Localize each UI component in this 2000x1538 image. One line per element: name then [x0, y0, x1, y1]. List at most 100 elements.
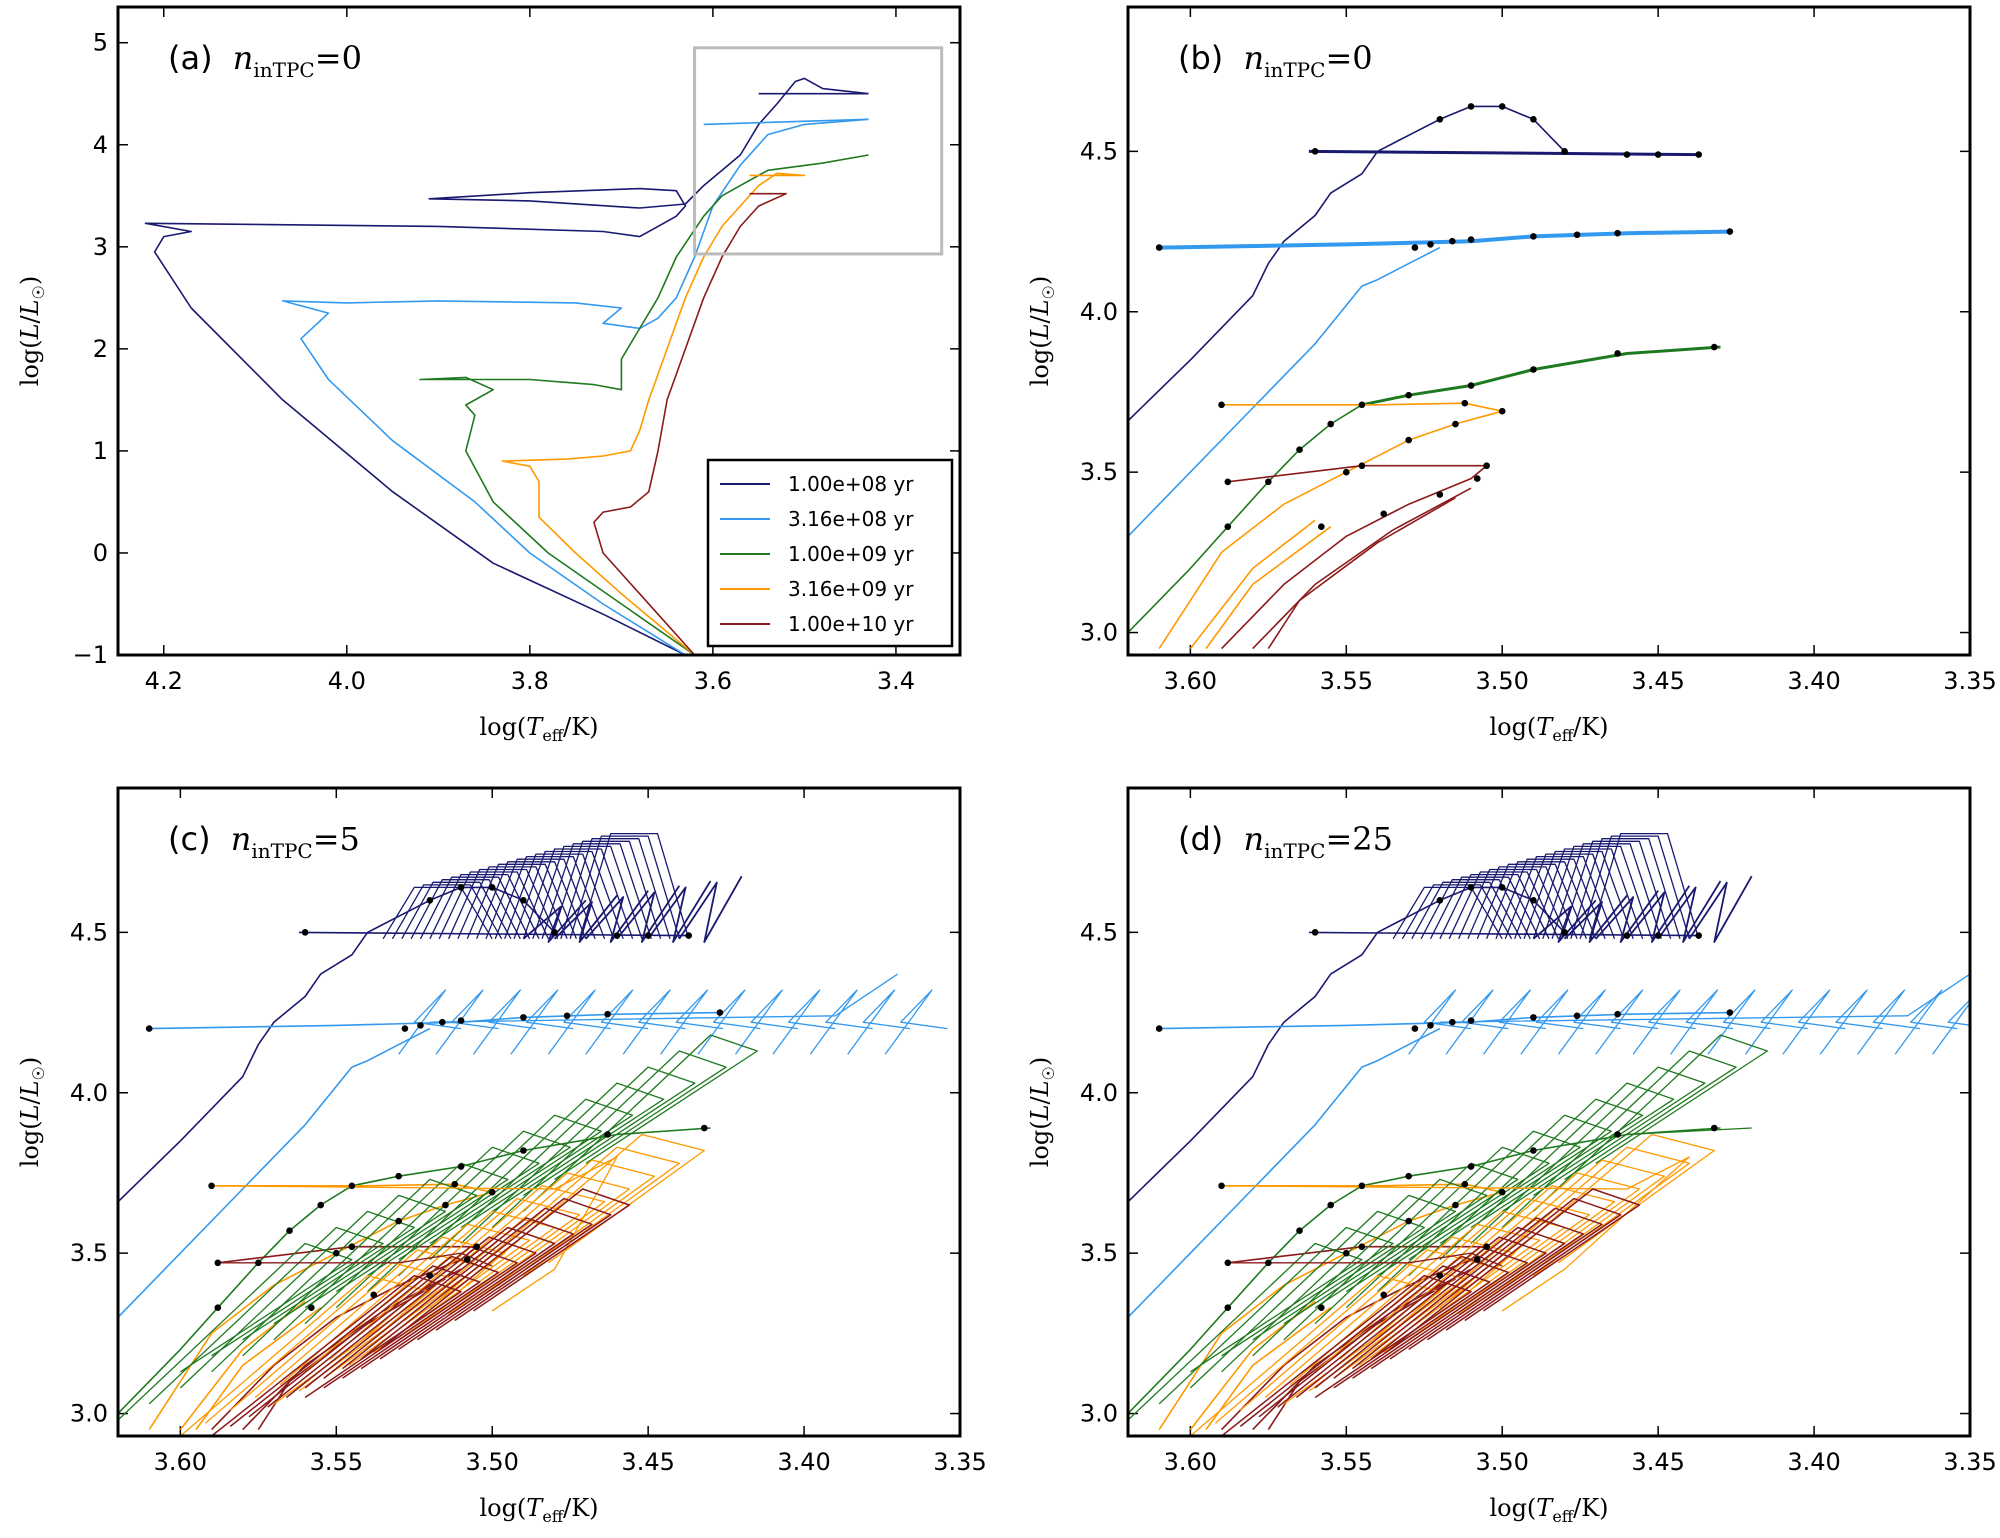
- track-line: [485, 858, 596, 940]
- model-dot: [1461, 1180, 1469, 1188]
- model-dot: [370, 1291, 378, 1299]
- model-dot: [1427, 241, 1434, 248]
- model-dot: [1342, 1249, 1350, 1257]
- y-tick-label: 3.5: [1080, 458, 1118, 486]
- track-line: [367, 1114, 603, 1293]
- track-line: [553, 894, 618, 943]
- model-dot: [1327, 420, 1335, 428]
- track-line: [1439, 1082, 1675, 1261]
- model-dot: [1224, 1304, 1232, 1311]
- track-line: [1370, 1197, 1622, 1360]
- track-line: [1744, 989, 1808, 1055]
- track-line: [616, 1127, 711, 1136]
- track-line: [273, 1162, 509, 1341]
- track-line: [578, 832, 690, 939]
- model-dot: [1726, 228, 1734, 235]
- track-line: [494, 855, 606, 940]
- track-line: [1857, 989, 1921, 1055]
- model-dot: [1695, 932, 1702, 939]
- y-tick-label: 4.0: [70, 1079, 108, 1107]
- model-dot: [1224, 478, 1232, 486]
- y-tick-label: 4.0: [1080, 1079, 1118, 1107]
- model-dot: [1473, 1256, 1481, 1263]
- track-line: [1408, 989, 1472, 1055]
- track-line: [1283, 1162, 1519, 1341]
- model-dot: [1358, 401, 1366, 409]
- track-line: [1128, 246, 1441, 537]
- model-dot: [1296, 446, 1303, 453]
- model-dot: [1573, 231, 1581, 239]
- model-dot: [1614, 229, 1621, 237]
- track-line: [678, 875, 743, 943]
- track-line: [647, 880, 712, 943]
- y-tick-label: 3.0: [70, 1400, 108, 1428]
- model-dot: [1530, 1147, 1537, 1154]
- track-line: [1159, 229, 1730, 250]
- model-dot: [1224, 1259, 1232, 1267]
- x-tick-label: 3.50: [1476, 667, 1529, 695]
- track-line: [195, 1307, 322, 1431]
- y-tick-label: 4.5: [1080, 137, 1118, 165]
- model-dot: [463, 1256, 471, 1263]
- model-dot: [1296, 1227, 1303, 1234]
- model-dot: [417, 1022, 424, 1029]
- track-line: [1551, 843, 1662, 940]
- track-line: [1361, 345, 1721, 407]
- track-line: [1333, 1217, 1585, 1379]
- track-line: [1688, 875, 1753, 943]
- panel-label: (b) ninTPC=0: [1178, 39, 1373, 82]
- y-tick-label: 3.5: [1080, 1239, 1118, 1267]
- x-tick-label: 3.60: [154, 1448, 207, 1476]
- x-axis-title: log(Teff/K): [479, 713, 598, 745]
- track-line: [1221, 1156, 1690, 1312]
- track-line: [429, 973, 898, 1023]
- y-tick-label: 3.0: [1080, 619, 1118, 647]
- legend-label: 3.16e+09 yr: [788, 577, 914, 601]
- track-line: [1401, 884, 1513, 940]
- model-dot: [395, 1172, 402, 1180]
- model-dot: [1318, 1304, 1325, 1311]
- track-line: [1439, 873, 1550, 940]
- model-dot: [1358, 1243, 1366, 1251]
- track-line: [1560, 840, 1672, 939]
- x-tick-label: 3.60: [1164, 1448, 1217, 1476]
- model-dot: [1623, 151, 1631, 158]
- x-tick-label: 3.40: [1787, 667, 1840, 695]
- y-tick-label: 4.5: [70, 918, 108, 946]
- track-line: [585, 890, 649, 943]
- x-tick-label: 3.35: [933, 1448, 986, 1476]
- model-dot: [1436, 896, 1444, 904]
- y-tick-label: 5: [93, 29, 108, 57]
- x-tick-label: 3.40: [1787, 1448, 1840, 1476]
- track-line: [1514, 853, 1625, 940]
- track-line: [1314, 1226, 1566, 1389]
- track-line: [1429, 876, 1541, 940]
- model-dot: [348, 1243, 356, 1251]
- track-line: [398, 989, 462, 1055]
- track-line: [1520, 989, 1584, 1055]
- model-dot: [473, 1243, 480, 1251]
- y-axis-title: log(L/L☉): [16, 276, 48, 387]
- track-line: [660, 989, 724, 1055]
- track-line: [217, 1252, 493, 1267]
- x-tick-label: 4.0: [328, 667, 366, 695]
- track-line: [1632, 989, 1696, 1055]
- model-dot: [1498, 1188, 1506, 1196]
- model-dot: [1427, 1022, 1434, 1029]
- track-line: [1128, 105, 1566, 422]
- track-line: [419, 876, 531, 940]
- model-dot: [214, 1259, 222, 1267]
- model-dot: [1614, 1131, 1621, 1138]
- model-dot: [426, 896, 434, 904]
- track-line: [569, 835, 680, 939]
- track-line: [1439, 973, 1970, 1023]
- track-line: [593, 192, 787, 655]
- legend-label: 3.16e+08 yr: [788, 507, 914, 531]
- track-line: [1467, 866, 1578, 940]
- x-tick-label: 3.35: [1943, 667, 1996, 695]
- track-line: [616, 885, 681, 943]
- track-line: [772, 989, 836, 1055]
- model-dot: [457, 884, 465, 891]
- track-line: [1819, 989, 1883, 1055]
- model-dot: [1358, 462, 1366, 470]
